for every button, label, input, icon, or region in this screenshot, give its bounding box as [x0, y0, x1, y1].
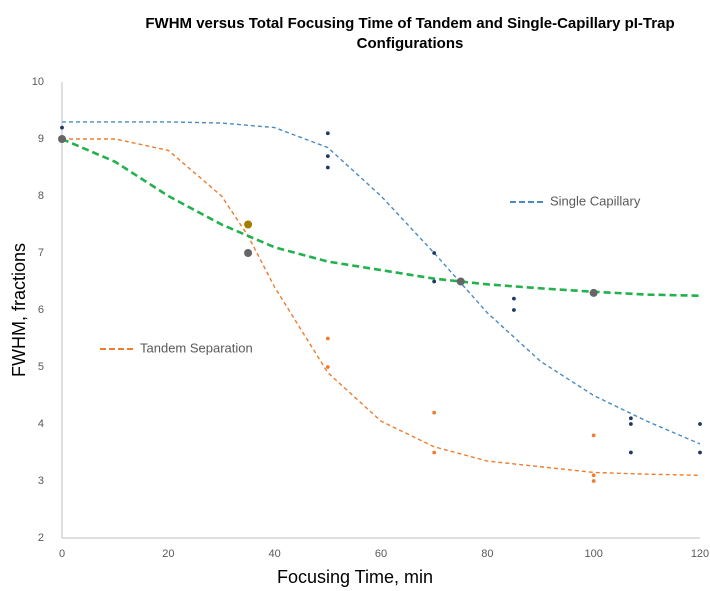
data-point — [591, 479, 596, 483]
data-point — [244, 249, 253, 257]
x-tick-label: 100 — [584, 548, 602, 560]
data-point — [628, 416, 633, 421]
data-point — [512, 296, 516, 301]
data-point — [58, 135, 66, 143]
data-point — [432, 279, 437, 284]
data-point — [60, 125, 64, 130]
legend-label: Single Capillary — [550, 193, 641, 208]
data-point — [591, 473, 596, 478]
y-tick-label: 10 — [32, 76, 44, 88]
fit-line — [61, 137, 701, 298]
data-point — [591, 433, 596, 438]
data-point — [325, 165, 330, 170]
x-tick-label: 40 — [269, 548, 281, 560]
y-tick-label: 9 — [38, 133, 44, 145]
data-point — [432, 251, 437, 255]
data-point — [325, 365, 330, 369]
data-point — [325, 131, 330, 136]
data-point — [325, 336, 330, 341]
x-tick-label: 60 — [375, 548, 387, 560]
data-point — [628, 450, 633, 455]
x-tick-label: 120 — [691, 548, 709, 560]
fit-line — [62, 121, 701, 445]
fit-line — [62, 138, 701, 476]
y-tick-label: 2 — [38, 532, 44, 544]
y-tick-label: 6 — [38, 304, 44, 316]
data-point — [698, 450, 702, 455]
y-axis-label: FWHM, fractions — [9, 243, 29, 377]
data-point — [698, 422, 702, 426]
x-tick-label: 20 — [162, 548, 174, 560]
chart-title: FWHM versus Total Focusing Time of Tande… — [145, 15, 675, 52]
data-point — [244, 220, 253, 229]
y-tick-label: 7 — [38, 247, 44, 259]
data-point — [589, 288, 598, 297]
y-tick-label: 8 — [38, 190, 44, 202]
data-point — [628, 422, 633, 426]
data-point — [432, 450, 437, 455]
x-tick-label: 0 — [59, 548, 65, 560]
data-point — [432, 410, 437, 415]
y-tick-label: 3 — [38, 475, 44, 487]
x-tick-label: 80 — [481, 548, 493, 560]
data-point — [512, 308, 516, 312]
y-tick-label: 4 — [38, 418, 44, 430]
x-axis-label: Focusing Time, min — [277, 567, 433, 587]
legend-label: Tandem Separation — [140, 340, 253, 355]
data-point — [456, 277, 465, 286]
y-tick-label: 5 — [38, 361, 44, 373]
data-point — [325, 154, 330, 159]
